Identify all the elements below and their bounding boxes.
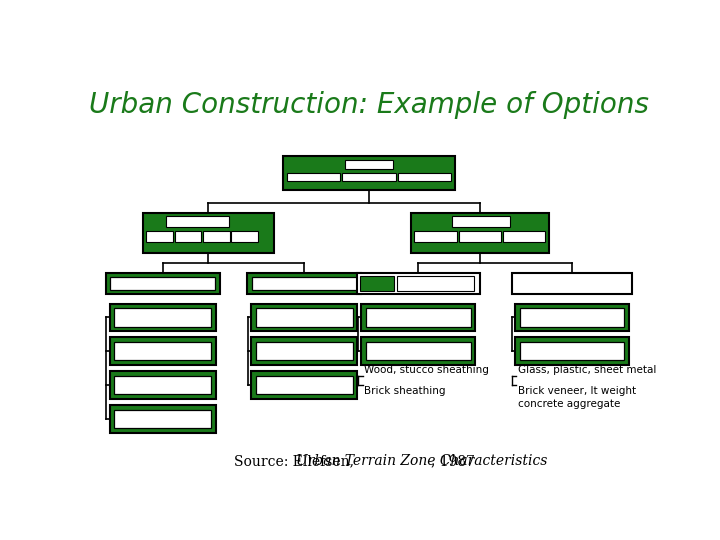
Bar bbox=[110, 278, 215, 289]
Bar bbox=[231, 231, 258, 242]
Bar bbox=[503, 231, 545, 242]
Bar bbox=[520, 342, 624, 361]
Bar bbox=[256, 376, 353, 394]
Text: Glass, plastic, sheet metal: Glass, plastic, sheet metal bbox=[518, 365, 657, 375]
Bar bbox=[398, 173, 451, 181]
Bar bbox=[166, 217, 229, 227]
Bar bbox=[114, 342, 211, 361]
Bar bbox=[143, 213, 274, 253]
Bar bbox=[345, 159, 393, 169]
Bar bbox=[248, 273, 361, 294]
Text: Brick veneer, lt weight
concrete aggregate: Brick veneer, lt weight concrete aggrega… bbox=[518, 386, 636, 409]
Bar bbox=[109, 405, 216, 433]
Bar bbox=[109, 338, 216, 365]
Bar bbox=[459, 231, 501, 242]
Bar bbox=[360, 276, 395, 291]
Bar bbox=[452, 217, 510, 227]
Bar bbox=[256, 342, 353, 361]
Bar bbox=[515, 303, 629, 331]
Bar bbox=[109, 372, 216, 399]
Text: Wood, stucco sheathing: Wood, stucco sheathing bbox=[364, 365, 490, 375]
Bar bbox=[512, 273, 631, 294]
Bar bbox=[256, 308, 353, 327]
Bar bbox=[397, 276, 474, 291]
Bar bbox=[287, 173, 340, 181]
Bar bbox=[515, 338, 629, 365]
Bar bbox=[106, 273, 220, 294]
Bar bbox=[415, 231, 457, 242]
Bar bbox=[251, 303, 357, 331]
Text: , 1987: , 1987 bbox=[431, 454, 474, 468]
Bar bbox=[175, 231, 202, 242]
Bar bbox=[109, 303, 216, 331]
Bar bbox=[520, 308, 624, 327]
Bar bbox=[366, 342, 471, 361]
Bar bbox=[410, 213, 549, 253]
Bar bbox=[252, 278, 356, 289]
Bar bbox=[361, 303, 475, 331]
Text: Urban Construction: Example of Options: Urban Construction: Example of Options bbox=[89, 91, 649, 119]
Bar bbox=[114, 410, 211, 428]
Bar bbox=[114, 376, 211, 394]
Bar bbox=[283, 156, 455, 190]
Bar bbox=[146, 231, 173, 242]
Bar bbox=[114, 308, 211, 327]
Bar bbox=[366, 308, 471, 327]
Bar bbox=[203, 231, 230, 242]
Text: Source: Ellefsen,: Source: Ellefsen, bbox=[234, 454, 359, 468]
Bar bbox=[251, 372, 357, 399]
Bar bbox=[251, 338, 357, 365]
Text: Brick sheathing: Brick sheathing bbox=[364, 386, 446, 396]
Text: Urban Terrain Zone Characteristics: Urban Terrain Zone Characteristics bbox=[296, 454, 547, 468]
Bar bbox=[342, 173, 396, 181]
Bar bbox=[361, 338, 475, 365]
Bar bbox=[356, 273, 480, 294]
